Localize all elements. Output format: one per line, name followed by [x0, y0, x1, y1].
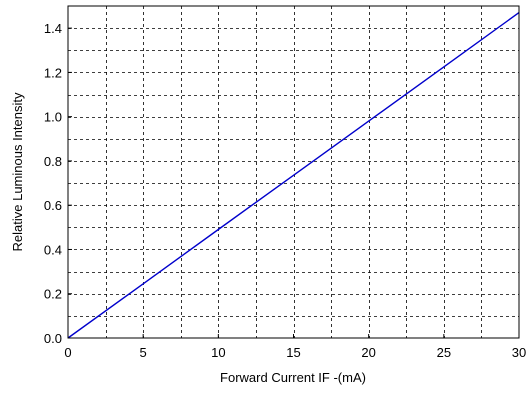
x-tick-label: 30	[512, 345, 526, 360]
y-tick-label: 1.2	[44, 65, 62, 80]
x-tick-label: 15	[286, 345, 300, 360]
y-tick-label: 1.0	[44, 110, 62, 125]
y-tick-label: 0.2	[44, 287, 62, 302]
x-axis-title: Forward Current IF -(mA)	[220, 370, 366, 385]
y-tick-label: 1.4	[44, 21, 62, 36]
grid-lines	[68, 6, 519, 338]
x-tick-label: 10	[211, 345, 225, 360]
x-tick-label: 20	[361, 345, 375, 360]
x-tick-label: 0	[64, 345, 71, 360]
y-tick-label: 0.8	[44, 154, 62, 169]
y-tick-label: 0.4	[44, 242, 62, 257]
y-tick-label: 0.6	[44, 198, 62, 213]
series-line	[67, 12, 520, 339]
tick-labels: 0 5 10 15 20 25 30 0.0 0.2 0.4 0.6 0.8 1.0 1.2 1.4	[44, 21, 526, 360]
x-tick-label: 25	[437, 345, 451, 360]
series-layer	[67, 12, 520, 339]
x-tick-label: 5	[140, 345, 147, 360]
y-tick-label: 0.0	[44, 331, 62, 346]
y-axis-title: Relative Luminous Intensity	[10, 92, 25, 251]
plot-frame	[67, 5, 520, 339]
axis-ticks	[67, 27, 520, 339]
